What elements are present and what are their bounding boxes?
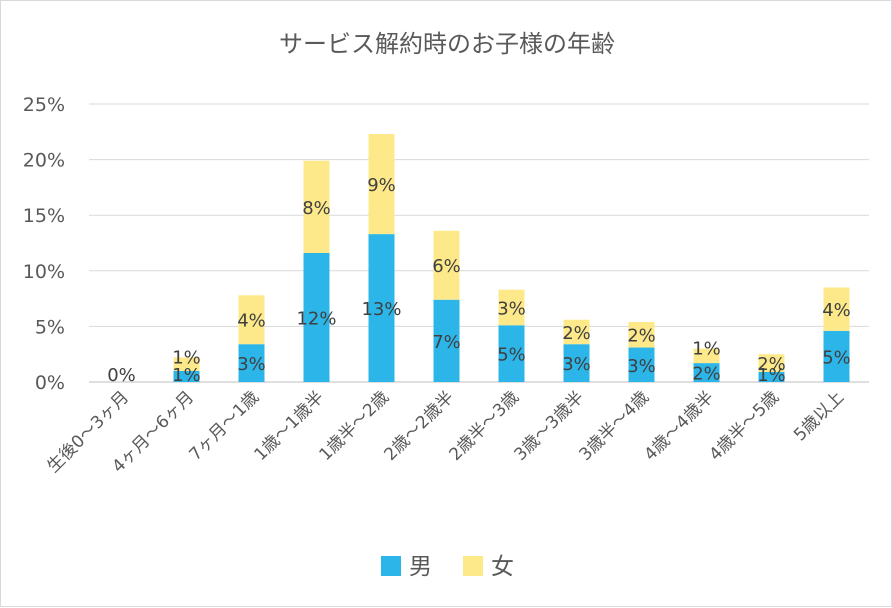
- category-label: 4歳半～5歳: [706, 387, 784, 465]
- category-label: 2歳半～3歳: [446, 387, 524, 465]
- y-tick-label: 25%: [23, 94, 65, 116]
- bar-segment-female: [693, 348, 720, 364]
- bar-segment-male: [303, 253, 330, 382]
- bar-segment-male: [433, 299, 460, 382]
- data-label: 1%: [172, 348, 201, 369]
- bar-segment-female: [758, 354, 785, 372]
- grid-layer: [89, 103, 869, 383]
- bar-segment-female: [563, 319, 590, 345]
- data-label: 12%: [296, 309, 336, 330]
- data-label: 1%: [692, 339, 721, 360]
- bar-segment-male: [563, 344, 590, 382]
- data-label: 2%: [757, 354, 786, 375]
- category-labels: 生後0～3ヶ月4ヶ月～6ヶ月7ヶ月～1歳1歳～1歳半1歳半～2歳2歳～2歳半2歳…: [43, 387, 848, 477]
- category-label: 5歳以上: [790, 387, 848, 445]
- data-label: 1%: [172, 365, 201, 386]
- data-label: 3%: [497, 298, 526, 319]
- bar-segment-male: [693, 363, 720, 382]
- bar-segment-male: [368, 234, 395, 382]
- data-label: 3%: [627, 356, 656, 377]
- bar-segment-female: [498, 289, 525, 326]
- bar-segment-female: [628, 321, 655, 348]
- data-label: 1%: [757, 365, 786, 386]
- data-label: 3%: [237, 354, 266, 375]
- data-label: 9%: [367, 175, 396, 196]
- data-label: 8%: [302, 198, 331, 219]
- category-label: 4歳～4歳半: [641, 387, 719, 465]
- legend-label-male: 男: [409, 554, 432, 580]
- data-labels: 0% 1%1% 3%4% 12%8%13%9%7%6%5%3%3%2%3%2%2%1%…: [107, 175, 851, 386]
- category-label: 2歳～2歳半: [381, 387, 459, 465]
- y-tick-label: 20%: [23, 150, 65, 172]
- y-axis-ticks: 0% 5% 10% 15% 20% 25%: [23, 94, 65, 394]
- data-label: 2%: [562, 323, 591, 344]
- category-label: 3歳半～4歳: [576, 387, 654, 465]
- legend-swatch-male: [381, 556, 401, 576]
- data-label: 5%: [497, 345, 526, 366]
- y-tick-label: 10%: [23, 261, 65, 283]
- data-label: 7%: [432, 332, 461, 353]
- category-label: 1歳半～2歳: [316, 387, 394, 465]
- bar-segment-male: [823, 330, 850, 382]
- bar-segment-female: [238, 295, 265, 345]
- data-label: 5%: [822, 347, 851, 368]
- category-label: 1歳～1歳半: [251, 387, 329, 465]
- data-label: 3%: [562, 354, 591, 375]
- legend-label-female: 女: [491, 554, 514, 580]
- bar-segment-female: [433, 230, 460, 300]
- data-label: 2%: [627, 326, 656, 347]
- data-label: 4%: [822, 300, 851, 321]
- data-label: 6%: [432, 256, 461, 277]
- data-label: 13%: [361, 299, 401, 320]
- bar-segment-female: [303, 160, 330, 254]
- y-tick-label: 5%: [35, 316, 65, 338]
- legend: 男 女: [381, 554, 514, 580]
- bar-segment-male: [758, 371, 785, 382]
- bars: [173, 134, 850, 382]
- bar-segment-male: [173, 370, 200, 382]
- y-tick-label: 15%: [23, 205, 65, 227]
- data-label: 2%: [692, 364, 721, 385]
- legend-swatch-female: [463, 556, 483, 576]
- bar-segment-female: [368, 134, 395, 235]
- bar-segment-male: [498, 325, 525, 382]
- category-label: 3歳～3歳半: [511, 387, 589, 465]
- category-label: 7ヶ月～1歳: [186, 387, 264, 465]
- bar-segment-female: [173, 357, 200, 371]
- chart-title: サービス解約時のお子様の年齢: [279, 30, 615, 58]
- data-label: 4%: [237, 311, 266, 332]
- data-label: 0%: [107, 365, 136, 386]
- bar-segment-male: [238, 344, 265, 382]
- y-tick-label: 0%: [35, 372, 65, 394]
- bar-segment-female: [823, 287, 850, 331]
- bar-segment-male: [628, 347, 655, 382]
